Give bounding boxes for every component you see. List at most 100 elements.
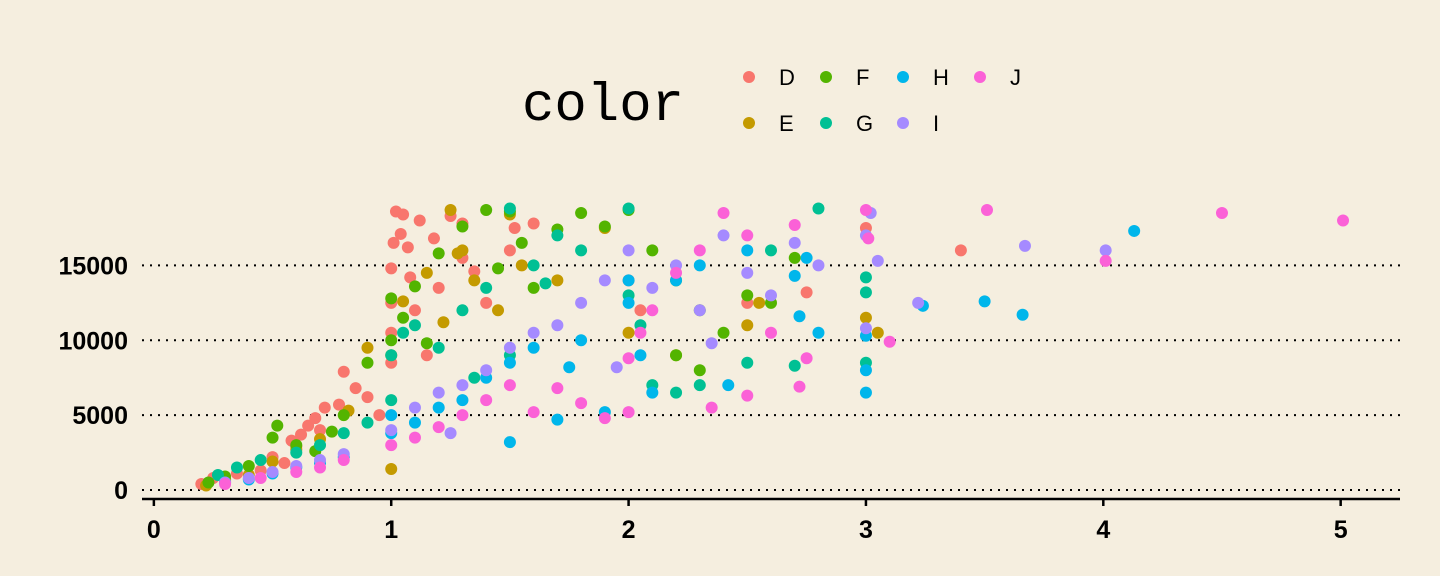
point-i-29 [912,296,925,309]
point-g-0 [211,469,224,482]
legend-key-f [820,71,832,83]
point-g-25 [741,356,754,369]
legend-label-e: E [779,111,794,136]
point-j-35 [551,382,564,395]
point-i-32 [444,427,457,440]
point-f-10 [385,292,398,305]
point-j-27 [859,203,872,216]
point-j-28 [862,232,875,245]
point-d-44 [404,271,417,284]
point-i-10 [480,364,493,377]
point-j-25 [793,380,806,393]
point-f-31 [492,262,505,275]
point-d-16 [385,262,398,275]
point-h-18 [622,296,635,309]
point-j-16 [634,326,647,339]
point-d-45 [427,232,440,245]
point-i-33 [610,361,623,374]
point-d-17 [387,236,400,249]
point-i-19 [693,304,706,317]
point-g-5 [337,427,350,440]
legend-key-d [743,71,755,83]
point-j-9 [480,394,493,407]
point-h-10 [456,394,469,407]
point-d-11 [361,391,374,404]
legend-key-j [974,71,986,83]
point-f-22 [646,244,659,257]
point-i-20 [717,229,730,242]
point-d-9 [333,398,346,411]
point-j-7 [432,421,445,434]
legend-label-g: G [856,111,873,136]
point-i-16 [622,244,635,257]
point-g-17 [551,229,564,242]
point-i-15 [598,274,611,287]
point-j-29 [883,335,896,348]
point-h-28 [812,326,825,339]
point-j-30 [980,203,993,216]
point-f-11 [397,311,410,324]
point-h-7 [385,409,398,422]
point-g-2 [254,454,267,467]
point-h-29 [859,386,872,399]
point-j-31 [1099,254,1112,267]
point-e-24 [871,326,884,339]
point-f-9 [385,334,398,347]
point-d-37 [954,244,967,257]
legend-label-f: F [856,65,869,90]
point-g-18 [575,244,588,257]
point-d-8 [318,401,331,414]
point-h-19 [622,274,635,287]
point-e-9 [397,295,410,308]
point-e-27 [437,316,450,329]
point-g-8 [385,349,398,362]
point-i-26 [859,322,872,335]
point-f-18 [527,281,540,294]
legend-key-g [820,117,832,129]
point-h-13 [503,356,516,369]
legend-label-i: I [933,111,939,136]
point-j-8 [456,409,469,422]
point-j-13 [598,412,611,425]
y-tick-label-0: 0 [114,477,128,505]
point-g-3 [290,446,303,459]
point-j-4 [337,454,350,467]
point-d-10 [337,365,350,378]
legend-label-h: H [933,65,949,90]
point-d-12 [373,409,386,422]
point-j-14 [622,406,635,419]
legend-title: color [522,76,684,137]
point-e-19 [622,326,635,339]
point-j-19 [693,244,706,257]
point-j-10 [503,379,516,392]
point-d-3 [278,457,291,470]
point-j-22 [741,389,754,402]
point-f-32 [420,337,433,350]
point-d-19 [394,227,407,240]
point-d-22 [408,304,421,317]
y-tick-label-10000: 10000 [58,327,128,355]
point-i-7 [408,401,421,414]
point-h-14 [527,341,540,354]
point-j-6 [408,431,421,444]
legend-key-h [897,71,909,83]
point-g-11 [432,341,445,354]
point-i-21 [741,266,754,279]
point-e-6 [361,341,374,354]
point-j-18 [670,266,683,279]
point-j-26 [800,352,813,365]
point-i-2 [266,466,279,479]
point-i-28 [871,254,884,267]
point-g-32 [468,371,481,384]
x-tick-label-2: 2 [622,516,636,544]
point-i-30 [1018,239,1031,252]
point-f-4 [271,419,284,432]
point-e-17 [551,274,564,287]
point-g-33 [539,277,552,290]
point-j-15 [622,352,635,365]
point-g-27 [788,359,801,372]
point-f-8 [361,356,374,369]
point-g-24 [693,379,706,392]
point-i-34 [705,337,718,350]
point-j-24 [788,218,801,231]
